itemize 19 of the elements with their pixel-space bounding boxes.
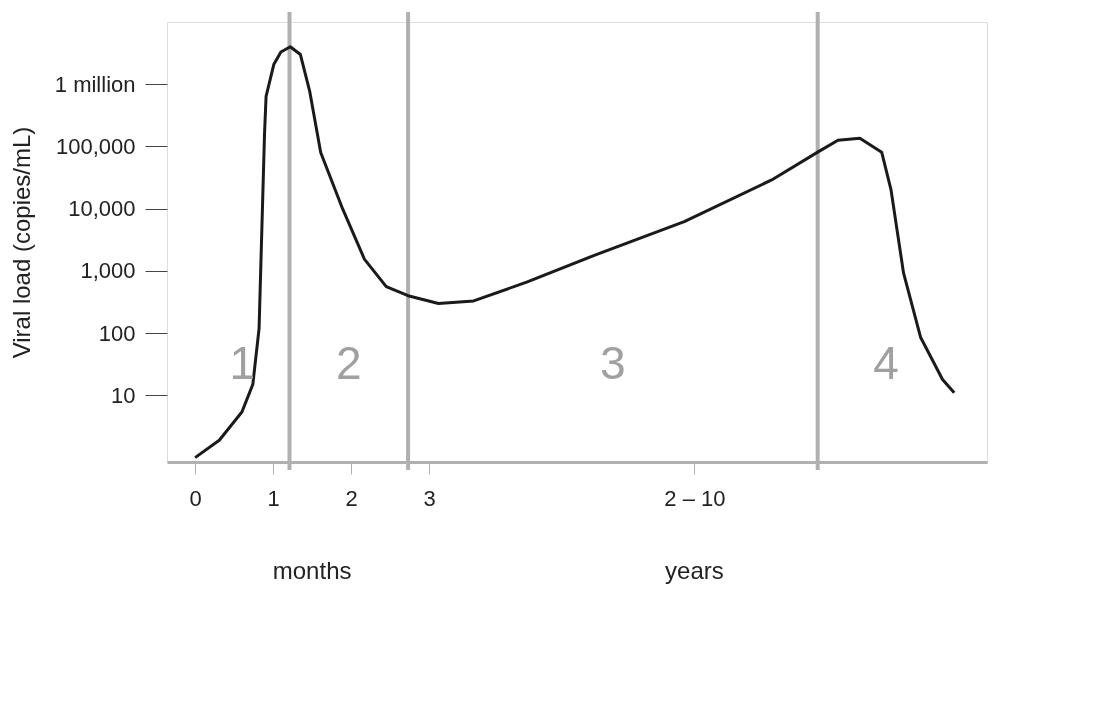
x-tick-label: 0 [189, 485, 202, 511]
y-tick-label: 1 million [54, 71, 136, 97]
x-tick-label: 3 [423, 485, 436, 511]
x-tick-label: 2 [345, 485, 358, 511]
x-tick-label: 1 [267, 485, 280, 511]
annotation: 1 [229, 337, 256, 390]
annotation: 3 [600, 337, 626, 390]
x-tick-label: 2 – 10 [664, 485, 726, 511]
text: months [272, 557, 352, 584]
y-tick-label: 1,000 [80, 258, 136, 284]
line-series [193, 45, 956, 460]
y-tick-label: 10 [111, 382, 136, 408]
text: years [665, 557, 724, 584]
y-tick-label: 100,000 [55, 133, 136, 159]
y-tick-label: 10,000 [68, 196, 136, 222]
annotation: 2 [335, 337, 362, 390]
y-axis-title: Viral load (copies/mL) [7, 126, 35, 359]
annotation: 4 [873, 337, 899, 390]
y-tick-label: 100 [98, 320, 136, 346]
